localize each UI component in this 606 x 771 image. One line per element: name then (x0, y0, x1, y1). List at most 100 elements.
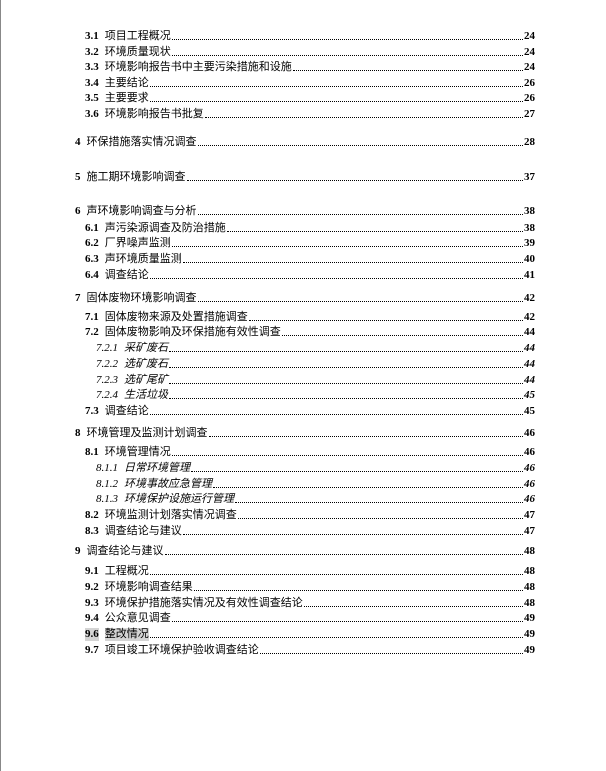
section-title: 工程概况 (104, 565, 149, 577)
section-title: 调查结论与建议 (86, 545, 164, 557)
section-number: 8.1.2 (96, 478, 118, 490)
section-title: 选矿废石 (124, 358, 168, 370)
dot-leader (164, 554, 523, 555)
section-number: 3.5 (85, 92, 99, 104)
dot-leader (237, 518, 523, 519)
dot-leader (149, 278, 523, 279)
page-number: 49 (524, 612, 535, 624)
dot-leader (169, 398, 523, 399)
toc-entry: 7.3 调查结论 45 (85, 403, 535, 418)
dot-leader (197, 301, 523, 302)
dot-leader (259, 653, 523, 654)
dot-leader (186, 180, 523, 181)
toc-entry: 3.4 主要结论 26 (85, 75, 535, 90)
section-number: 8.2 (85, 509, 99, 521)
section-title: 调查结论与建议 (104, 525, 182, 537)
toc-entry: 5 施工期环境影响调查 37 (75, 169, 535, 184)
dot-leader (213, 487, 523, 488)
toc-entry: 9.1 工程概况 48 (85, 563, 535, 578)
page-number: 42 (524, 292, 535, 304)
toc-entry: 7.2.2 选矿废石 44 (96, 356, 535, 371)
section-number: 3.2 (85, 46, 99, 58)
page-number: 47 (524, 525, 535, 537)
section-number: 8.3 (85, 525, 99, 537)
section-number: 7.3 (85, 405, 99, 417)
toc-entry: 6.3 声环境质量监测 40 (85, 251, 535, 266)
dot-leader (171, 455, 523, 456)
section-title: 项目竣工环境保护验收调查结论 (104, 644, 259, 656)
section-number: 3.1 (85, 30, 99, 42)
page-number: 39 (524, 237, 535, 249)
section-number: 7.2.2 (96, 358, 118, 370)
section-title: 选矿尾矿 (124, 374, 168, 386)
page-number: 49 (524, 628, 535, 640)
section-title: 环保措施落实情况调查 (86, 136, 197, 148)
page-number: 46 (524, 446, 535, 458)
page-number: 48 (524, 565, 535, 577)
section-number: 9.2 (85, 581, 99, 593)
section-title: 声污染源调查及防治措施 (104, 222, 226, 234)
page-number: 48 (524, 581, 535, 593)
toc-entry: 8.1.2 环境事故应急管理 46 (96, 476, 535, 491)
dot-leader (197, 214, 523, 215)
dot-leader (149, 574, 523, 575)
page-number: 40 (524, 253, 535, 265)
dot-leader (197, 145, 523, 146)
section-title: 采矿废石 (124, 342, 168, 354)
section-number: 7.2.3 (96, 374, 118, 386)
dot-leader (169, 383, 523, 384)
toc-entry: 7.1 固体废物来源及处置措施调查 42 (85, 309, 535, 324)
toc-entry: 3.5 主要要求 26 (85, 90, 535, 105)
section-title: 环境管理情况 (104, 446, 171, 458)
section-number: 9.1 (85, 565, 99, 577)
section-title: 环境保护措施落实情况及有效性调查结论 (104, 597, 303, 609)
page-number: 41 (524, 269, 535, 281)
dot-leader (169, 367, 523, 368)
page-number: 28 (524, 136, 535, 148)
toc-entry: 6.4 调查结论 41 (85, 267, 535, 282)
page-number: 46 (524, 478, 535, 490)
toc-entry: 4 环保措施落实情况调查 28 (75, 134, 535, 149)
section-number: 7.2.4 (96, 389, 118, 401)
toc-entry: 9.2 环境影响调查结果 48 (85, 579, 535, 594)
page-number: 42 (524, 311, 535, 323)
page-number: 38 (524, 222, 535, 234)
dot-leader (204, 117, 523, 118)
dot-leader (248, 320, 523, 321)
dot-leader (193, 590, 523, 591)
section-title: 固体废物环境影响调查 (86, 292, 197, 304)
section-number: 6 (75, 205, 81, 217)
section-number: 7.2.1 (96, 342, 118, 354)
page-number: 48 (524, 597, 535, 609)
section-title: 整改情况 (104, 628, 149, 641)
dot-leader (149, 414, 523, 415)
toc-entry: 8.2 环境监测计划落实情况调查 47 (85, 507, 535, 522)
section-title: 环境影响报告书批复 (104, 108, 204, 120)
toc-entry: 8.1 环境管理情况 46 (85, 444, 535, 459)
dot-leader (182, 262, 523, 263)
section-number: 3.6 (85, 108, 99, 120)
page-number: 48 (524, 545, 535, 557)
section-title: 主要结论 (104, 77, 149, 89)
section-number: 6.4 (85, 269, 99, 281)
section-title: 日常环境管理 (124, 462, 190, 474)
page-number: 44 (524, 358, 535, 370)
toc-entry: 3.3 环境影响报告书中主要污染措施和设施 24 (85, 59, 535, 74)
toc-entry: 7.2 固体废物影响及环保措施有效性调查 44 (85, 324, 535, 339)
page-number: 24 (524, 46, 535, 58)
page-number: 46 (524, 462, 535, 474)
dot-leader (171, 621, 523, 622)
section-number: 9.3 (85, 597, 99, 609)
section-title: 环境事故应急管理 (124, 478, 212, 490)
section-number: 6.3 (85, 253, 99, 265)
toc-entry: 9.4 公众意见调查 49 (85, 610, 535, 625)
section-title: 厂界噪声监测 (104, 237, 171, 249)
dot-leader (182, 534, 523, 535)
toc-entry: 8.1.1 日常环境管理 46 (96, 460, 535, 475)
dot-leader (303, 606, 523, 607)
section-number: 7 (75, 292, 81, 304)
page-number: 27 (524, 108, 535, 120)
toc-entry: 7.2.4 生活垃圾 45 (96, 387, 535, 402)
page-number: 24 (524, 30, 535, 42)
